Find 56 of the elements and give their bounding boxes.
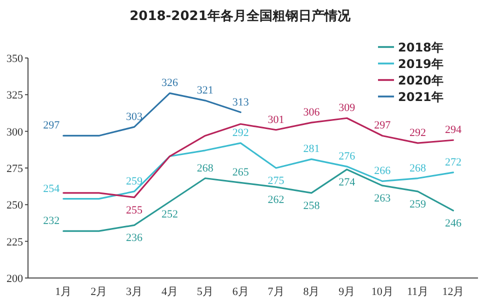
y-tick-label: 250 (6, 200, 24, 212)
x-tick-label: 1月 (55, 286, 72, 298)
data-label: 272 (444, 156, 462, 168)
data-label: 309 (338, 102, 356, 114)
x-tick-label: 5月 (196, 286, 214, 298)
data-label: 258 (303, 200, 320, 212)
legend-label: 2020年 (398, 74, 444, 88)
data-label: 252 (161, 208, 178, 221)
x-tick-label: 4月 (161, 286, 178, 298)
data-label: 321 (196, 84, 214, 97)
data-label: 274 (338, 176, 356, 188)
y-tick-label: 325 (6, 90, 24, 102)
x-tick-label: 3月 (126, 286, 143, 298)
data-label: 297 (374, 120, 392, 132)
legend-label: 2021年 (398, 90, 444, 104)
data-label: 266 (374, 165, 392, 178)
x-tick-label: 2月 (90, 286, 108, 298)
data-label: 255 (126, 204, 144, 216)
data-label: 265 (232, 166, 250, 179)
x-tick-label: 7月 (268, 286, 284, 298)
data-label: 276 (338, 150, 356, 163)
y-tick-label: 300 (6, 126, 24, 138)
data-label: 254 (43, 182, 60, 195)
data-label: 275 (268, 175, 285, 187)
x-tick-label: 8月 (303, 286, 320, 298)
data-label: 262 (268, 194, 284, 206)
data-label: 292 (232, 127, 249, 140)
data-label: 259 (126, 175, 144, 188)
x-tick-label: 10月 (371, 286, 394, 298)
y-tick-label: 225 (6, 236, 24, 248)
x-tick-label: 11月 (406, 286, 429, 298)
data-label: 259 (410, 198, 427, 210)
data-label: 326 (161, 77, 178, 90)
data-label: 303 (126, 110, 144, 123)
x-tick-label: 6月 (232, 286, 249, 298)
y-tick-label: 275 (6, 163, 24, 175)
data-label: 268 (410, 162, 427, 174)
data-label: 301 (268, 114, 284, 126)
x-tick-label: 9月 (338, 286, 356, 298)
chart-title: 2018-2021年各月全国粗钢日产情况 (130, 8, 352, 24)
legend-label: 2018年 (398, 40, 444, 54)
legend-label: 2019年 (398, 57, 444, 71)
data-label: 236 (126, 232, 144, 244)
data-label: 232 (43, 215, 60, 228)
data-label: 292 (410, 127, 426, 140)
data-label: 313 (232, 96, 250, 108)
y-tick-label: 200 (6, 273, 24, 285)
data-label: 297 (43, 120, 60, 132)
data-label: 268 (196, 162, 214, 174)
y-tick-label: 350 (6, 53, 24, 65)
x-tick-label: 12月 (442, 286, 464, 298)
data-label: 263 (374, 192, 392, 205)
data-label: 306 (303, 106, 320, 119)
data-label: 246 (444, 218, 462, 230)
data-label: 281 (303, 143, 320, 156)
data-label: 294 (444, 124, 462, 136)
